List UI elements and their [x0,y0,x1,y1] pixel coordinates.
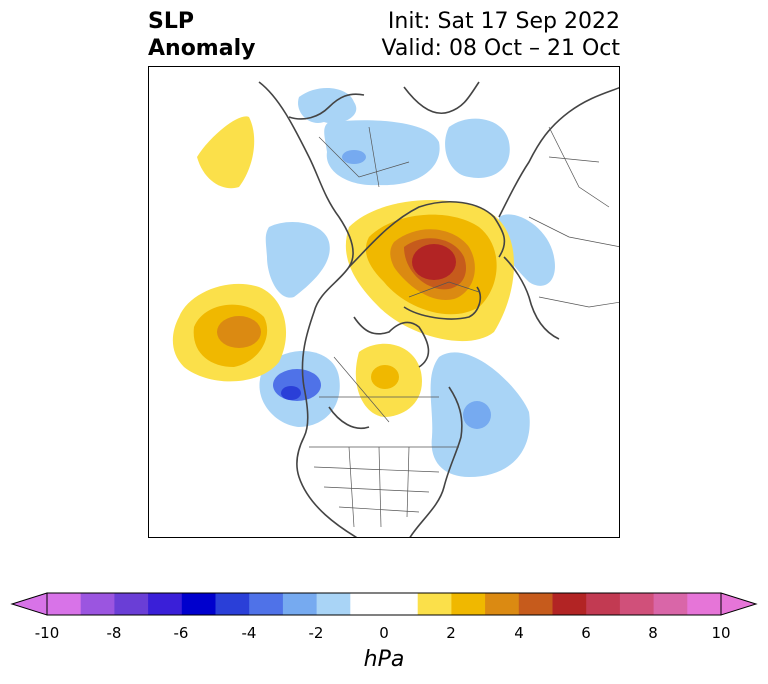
title-line-1: SLP [148,9,194,34]
forecast-dates: Init: Sat 17 Sep 2022 Valid: 08 Oct – 21… [382,8,620,62]
colorbar-cell [215,593,250,615]
colorbar-cell [586,593,621,615]
colorbar-extend-max [720,592,758,616]
coastlines [258,81,619,537]
colorbar-cell [249,593,284,615]
colorbar-tick: 10 [711,624,731,642]
colorbar-cell [316,593,351,615]
colorbar-tick: -4 [241,624,257,642]
colorbar-tick: -10 [34,624,60,642]
colorbar-cell [485,593,520,615]
colorbar-extend-min [10,592,48,616]
colorbar-tick: 8 [648,624,658,642]
colorbar-cell [687,593,722,615]
colorbar-cell [350,593,385,615]
colorbar-cell [80,593,115,615]
init-date: Init: Sat 17 Sep 2022 [387,9,620,34]
colorbar-cell [417,593,452,615]
map-title: SLP Anomaly [148,8,255,62]
colorbar-cell [518,593,553,615]
colorbar-cell [552,593,587,615]
negative-anomalies [259,87,555,477]
map-canvas [149,67,619,537]
colorbar-cell [619,593,655,615]
colorbar-cell [384,593,419,615]
colorbar-cell [47,593,82,615]
colorbar-cell [282,593,318,615]
colorbar-cell [653,593,688,615]
positive-anomalies [172,116,514,417]
colorbar-tick: 2 [446,624,456,642]
colorbar-cell [451,593,486,615]
colorbar-tick: -2 [308,624,324,642]
title-line-2: Anomaly [148,36,256,61]
colorbar-tick: -8 [106,624,122,642]
colorbar-cell [181,593,216,615]
colorbar [10,592,758,616]
colorbar-cell [148,593,183,615]
colorbar-tick: 4 [514,624,524,642]
colorbar-tick: 6 [581,624,591,642]
colorbar-cell [114,593,149,615]
political-borders [309,126,619,528]
slp-anomaly-map [148,66,620,538]
colorbar-tick: 0 [379,624,389,642]
colorbar-unit-label: hPa [363,647,405,672]
valid-range: Valid: 08 Oct – 21 Oct [381,36,620,61]
colorbar-tick: -6 [173,624,189,642]
